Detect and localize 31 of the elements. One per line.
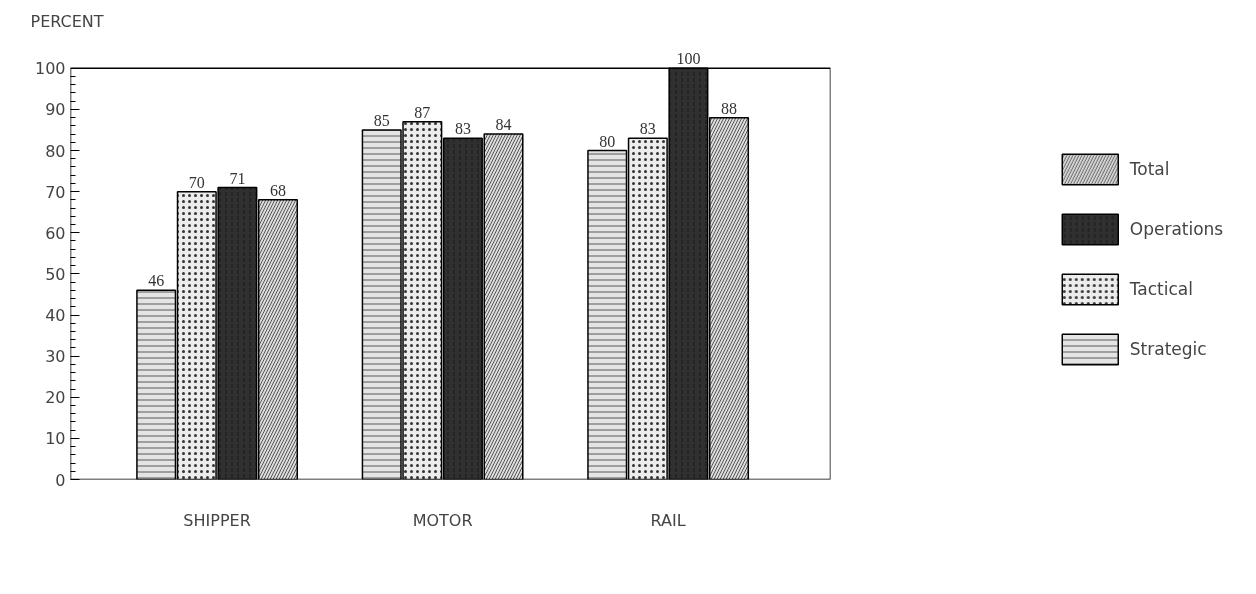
y-tick-label: 30 [45, 347, 66, 367]
data-label: 70 [188, 173, 205, 191]
data-label: 84 [495, 116, 512, 134]
data-label: 87 [414, 103, 431, 121]
y-tick-label: 90 [45, 100, 66, 120]
y-tick-label: 80 [45, 141, 66, 161]
data-label: 83 [454, 120, 471, 138]
data-label: 71 [229, 169, 246, 187]
x-tick-label: MOTOR [412, 510, 473, 530]
data-label: 83 [639, 120, 656, 138]
y-tick-label: 0 [55, 470, 66, 490]
data-label: 88 [721, 99, 738, 117]
y-tick-label: 10 [45, 429, 66, 449]
legend-label: Strategic [1129, 339, 1207, 359]
y-tick-label: 50 [45, 264, 66, 284]
data-label: 80 [599, 132, 616, 150]
data-label: 46 [148, 272, 165, 290]
legend-label: Tactical [1129, 279, 1193, 299]
y-tick-label: 70 [45, 182, 66, 202]
y-tick-label: 100 [34, 59, 66, 79]
legend-label: Total [1129, 159, 1170, 179]
legend-label: Operations [1129, 219, 1224, 239]
y-tick-label: 40 [45, 306, 66, 326]
y-tick-label: 60 [45, 223, 66, 243]
x-tick-label: SHIPPER [183, 510, 251, 530]
data-label: 85 [373, 111, 390, 129]
data-label: 68 [269, 181, 286, 199]
data-label: 100 [676, 50, 701, 68]
y-tick-label: 20 [45, 388, 66, 408]
y-axis-title: PERCENT [30, 11, 104, 31]
x-tick-label: RAIL [650, 510, 686, 530]
